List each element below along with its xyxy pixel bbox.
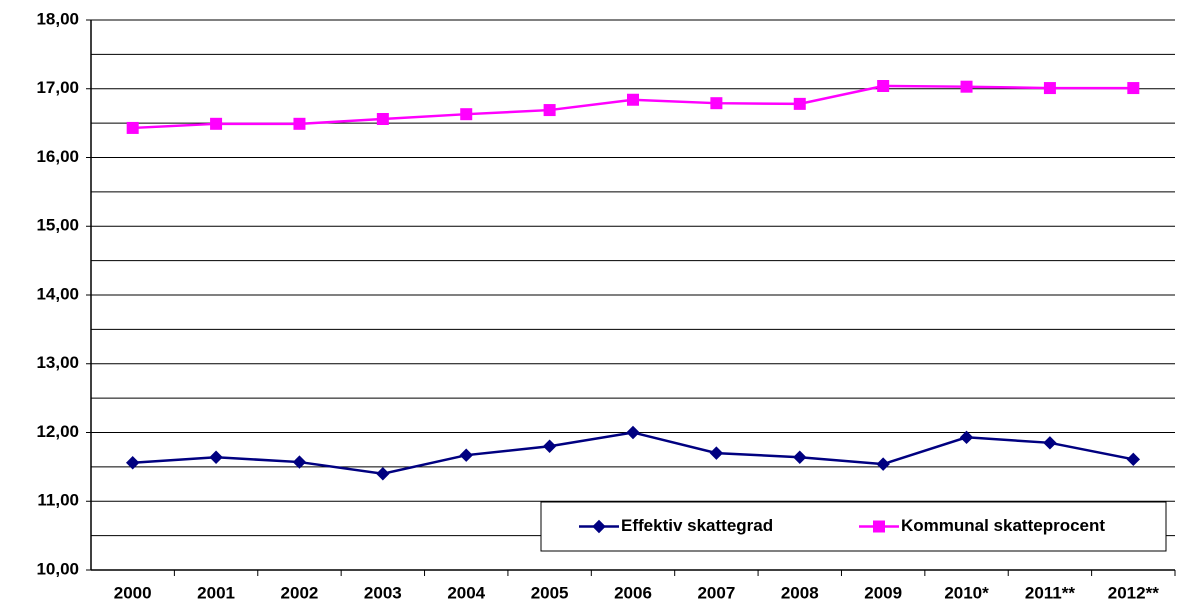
data-point xyxy=(1127,82,1140,95)
x-tick-label: 2012** xyxy=(1108,583,1159,602)
data-point xyxy=(209,450,223,464)
y-tick-label: 13,00 xyxy=(36,353,79,372)
legend-label: Kommunal skatteprocent xyxy=(901,516,1105,535)
legend-swatch-marker xyxy=(873,520,885,533)
data-point xyxy=(210,117,223,130)
data-point xyxy=(376,113,389,125)
x-tick-label: 2006 xyxy=(614,583,652,602)
data-point xyxy=(543,104,556,117)
data-point xyxy=(292,455,307,469)
data-point xyxy=(460,108,473,121)
data-point xyxy=(126,121,139,134)
y-tick-label: 12,00 xyxy=(36,422,79,441)
y-tick-label: 17,00 xyxy=(36,78,79,97)
x-tick-label: 2001 xyxy=(197,583,235,602)
data-point xyxy=(710,97,723,110)
x-tick-label: 2008 xyxy=(781,583,819,602)
y-tick-label: 14,00 xyxy=(36,284,79,303)
data-point xyxy=(709,446,724,460)
x-tick-label: 2002 xyxy=(281,583,319,602)
legend-swatch-marker xyxy=(592,519,606,534)
x-tick-label: 2003 xyxy=(364,583,402,602)
y-tick-label: 11,00 xyxy=(37,491,79,510)
x-tick-label: 2004 xyxy=(447,583,485,602)
data-point xyxy=(293,117,306,130)
data-point xyxy=(626,425,640,440)
x-tick-label: 2007 xyxy=(697,583,735,602)
series-line xyxy=(132,84,1134,130)
data-point xyxy=(1043,436,1057,450)
data-point xyxy=(877,80,890,92)
x-tick-label: 2009 xyxy=(864,583,902,602)
data-point xyxy=(125,456,140,470)
data-point xyxy=(876,457,890,471)
y-tick-label: 10,00 xyxy=(36,559,79,578)
data-point xyxy=(459,448,473,462)
legend-box xyxy=(540,501,1167,552)
data-point xyxy=(1126,452,1141,467)
legend-label: Effektiv skattegrad xyxy=(621,516,773,535)
y-tick-label: 15,00 xyxy=(36,216,79,235)
y-tick-label: 18,00 xyxy=(36,9,79,28)
y-tick-label: 16,00 xyxy=(36,147,79,166)
data-point xyxy=(960,80,973,93)
data-point xyxy=(793,450,807,464)
x-tick-label: 2010* xyxy=(944,583,989,602)
x-tick-label: 2000 xyxy=(114,583,152,602)
data-point xyxy=(627,93,639,106)
data-point xyxy=(793,97,806,110)
data-point xyxy=(1043,82,1056,95)
x-tick-label: 2011** xyxy=(1025,583,1075,602)
data-point xyxy=(376,467,390,481)
data-point xyxy=(959,430,974,445)
x-tick-label: 2005 xyxy=(531,583,569,602)
data-point xyxy=(542,439,557,453)
